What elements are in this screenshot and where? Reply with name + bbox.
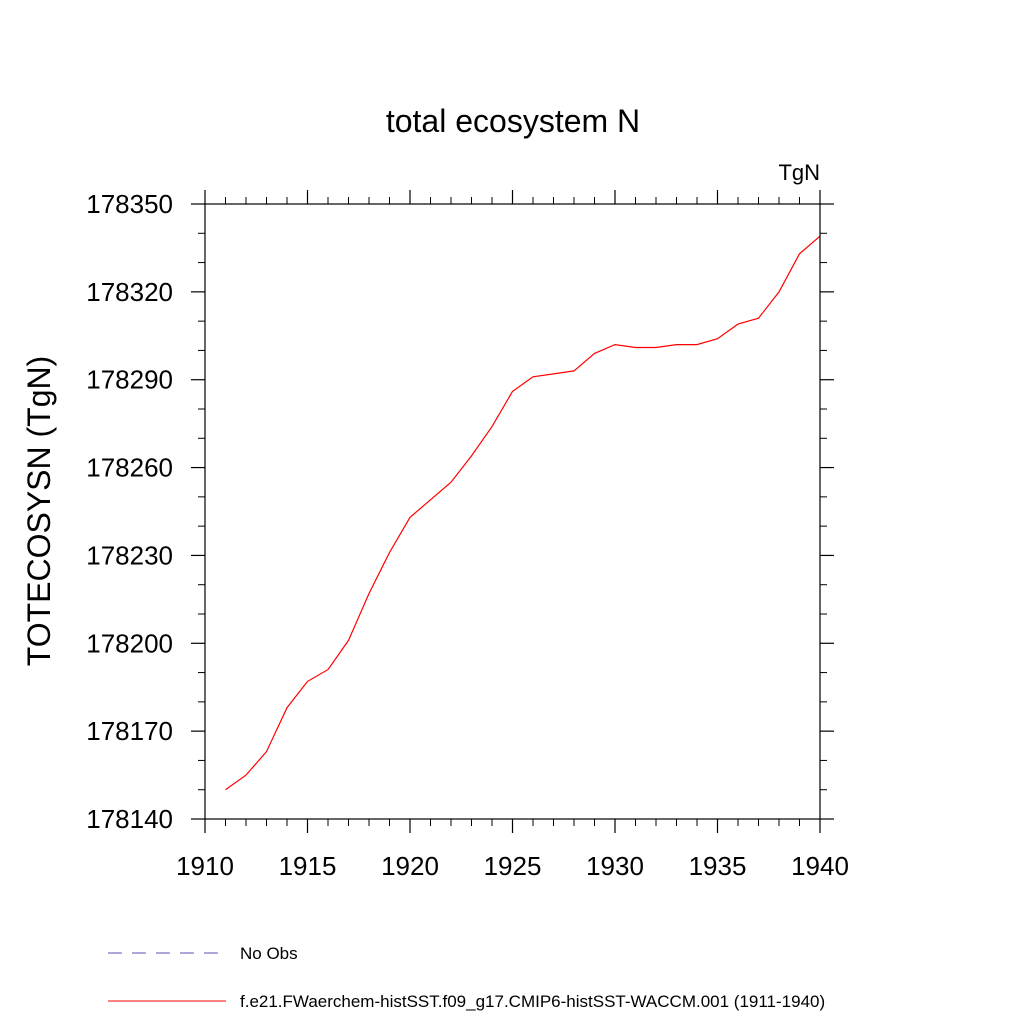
x-tick-label: 1910 xyxy=(176,851,234,881)
y-tick-label: 178260 xyxy=(86,453,173,483)
x-tick-label: 1915 xyxy=(279,851,337,881)
x-tick-label: 1930 xyxy=(586,851,644,881)
x-tick-label: 1935 xyxy=(689,851,747,881)
y-tick-label: 178170 xyxy=(86,716,173,746)
x-tick-label: 1940 xyxy=(791,851,849,881)
series-line-0 xyxy=(225,235,821,791)
y-tick-label: 178230 xyxy=(86,540,173,570)
series-layer xyxy=(225,235,821,791)
units-label: TgN xyxy=(778,160,820,185)
chart-title: total ecosystem N xyxy=(386,103,640,139)
y-tick-label: 178290 xyxy=(86,365,173,395)
y-axis-label: TOTECOSYSN (TgN) xyxy=(21,356,57,667)
y-tick-label: 178140 xyxy=(86,804,173,834)
x-tick-label: 1925 xyxy=(484,851,542,881)
y-tick-label: 178320 xyxy=(86,277,173,307)
y-tick-label: 178350 xyxy=(86,189,173,219)
legend-label-no-obs: No Obs xyxy=(240,944,298,963)
y-tick-label: 178200 xyxy=(86,628,173,658)
x-tick-label: 1920 xyxy=(381,851,439,881)
legend-label-model-run: f.e21.FWaerchem-histSST.f09_g17.CMIP6-hi… xyxy=(240,992,825,1011)
legend: No Obs f.e21.FWaerchem-histSST.f09_g17.C… xyxy=(108,944,825,1011)
plot-frame xyxy=(204,203,821,820)
axis-ticks xyxy=(191,190,834,833)
axis-tick-labels: 1910 1915 1920 1925 1930 1935 1940 178140 178170… xyxy=(86,189,849,881)
